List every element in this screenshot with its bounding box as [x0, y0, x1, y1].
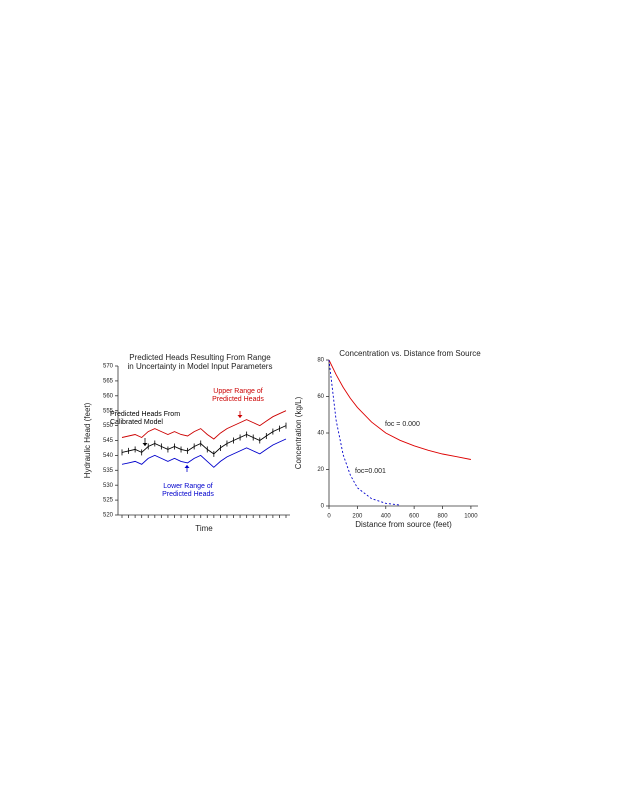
x-tick-label: 800 [438, 514, 449, 520]
y-tick-label: 535 [103, 468, 114, 474]
y-tick-label: 555 [103, 408, 114, 414]
arrow-head [237, 415, 243, 418]
y-tick-label: 545 [103, 438, 114, 444]
chart-title: Predicted Heads Resulting From Range [129, 353, 271, 362]
y-tick-label: 570 [103, 364, 114, 370]
annotation: Lower Range of [163, 483, 212, 490]
y-tick-label: 525 [103, 498, 114, 504]
annotation: Calibrated Model [110, 419, 163, 426]
y-tick-label: 565 [103, 378, 114, 384]
y-tick-label: 0 [321, 504, 325, 510]
series-line [121, 438, 287, 468]
y-tick-label: 40 [317, 431, 324, 437]
series-label: foc=0.001 [355, 468, 386, 475]
series-label: foc = 0.000 [385, 421, 420, 428]
series-line [328, 359, 401, 506]
x-tick-label: 400 [381, 514, 392, 520]
x-axis-label: Distance from source (feet) [355, 520, 452, 529]
annotation: Predicted Heads [212, 396, 264, 403]
y-axis-label: Concentration (kg/L) [294, 396, 303, 469]
series-line [121, 425, 287, 455]
annotation: Predicted Heads From [110, 411, 180, 418]
x-tick-label: 1000 [464, 514, 478, 520]
x-tick-label: 200 [352, 514, 363, 520]
x-tick-label: 0 [327, 514, 331, 520]
series-line [121, 410, 287, 440]
y-tick-label: 80 [317, 358, 324, 364]
y-tick-label: 560 [103, 393, 114, 399]
y-tick-label: 20 [317, 467, 324, 473]
annotation: Predicted Heads [162, 491, 214, 498]
arrow-head [184, 465, 190, 468]
x-tick-label: 600 [409, 514, 420, 520]
chart-title: in Uncertainty in Model Input Parameters [128, 362, 273, 371]
y-tick-label: 530 [103, 483, 114, 489]
y-tick-label: 540 [103, 453, 114, 459]
chart-title: Concentration vs. Distance from Source [339, 349, 481, 358]
series-line [328, 359, 471, 460]
y-tick-label: 60 [317, 394, 324, 400]
y-tick-label: 520 [103, 513, 114, 519]
arrow-head [142, 443, 148, 446]
annotation: Upper Range of [213, 388, 262, 395]
x-axis-label: Time [195, 524, 213, 533]
y-tick-label: 550 [103, 423, 114, 429]
y-axis-label: Hydraulic Head (feet) [83, 402, 92, 478]
